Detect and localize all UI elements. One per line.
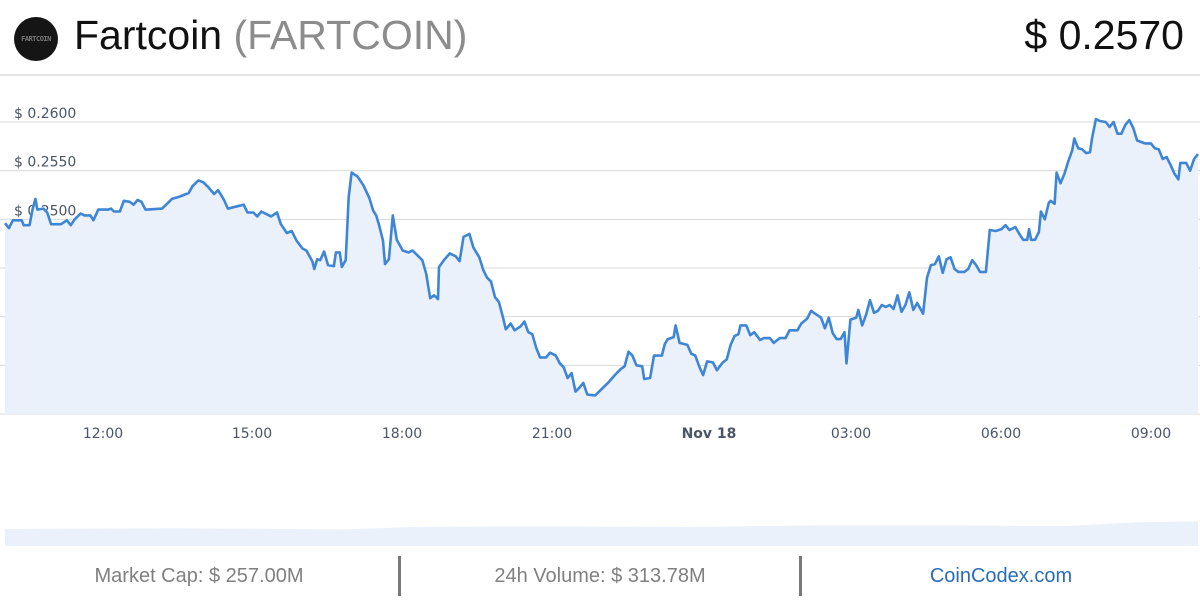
x-tick-label: 15:00 (232, 426, 272, 442)
coin-symbol: (FARTCOIN) (233, 12, 468, 58)
coin-name: Fartcoin (74, 12, 223, 58)
market-cap: Market Cap: $ 257.00M (94, 564, 304, 587)
price-line (3, 117, 1200, 397)
header: FARTCOIN Fartcoin (FARTCOIN) $ 0.2570 (0, 0, 1200, 76)
volume-24h: 24h Volume: $ 313.78M (494, 564, 706, 587)
chart-canvas[interactable]: $ 0.2600$ 0.2550$ 0.2500$ 0.2450$ 0.2400… (0, 76, 1200, 547)
current-price: $ 0.2570 (1024, 12, 1184, 58)
price-chart[interactable]: $ 0.2600$ 0.2550$ 0.2500$ 0.2450$ 0.2400… (0, 76, 1200, 547)
x-axis-labels: 12:00 15:00 18:00 21:00 Nov 18 03:00 06:00 09:0… (83, 426, 1171, 442)
logo-text: FARTCOIN (21, 35, 51, 43)
x-tick-label: 21:00 (532, 426, 572, 442)
footer-divider (799, 556, 802, 596)
volume-navigator-area[interactable] (5, 521, 1198, 547)
x-tick-label: 12:00 (83, 426, 123, 442)
x-tick-label: 18:00 (382, 426, 422, 442)
y-tick-label: $ 0.2600 (14, 106, 76, 122)
coincodex-link[interactable]: CoinCodex.com (929, 564, 1073, 587)
fartcoin-logo-icon: FARTCOIN (14, 17, 58, 61)
price-area-fill (5, 119, 1198, 414)
x-tick-label: Nov 18 (682, 426, 737, 442)
x-tick-label: 03:00 (831, 426, 871, 442)
footer-stats: Market Cap: $ 257.00M 24h Volume: $ 313.… (0, 552, 1200, 600)
x-tick-label: 06:00 (981, 426, 1021, 442)
coin-title: Fartcoin (FARTCOIN) (74, 12, 467, 59)
x-tick-label: 09:00 (1131, 426, 1171, 442)
y-tick-label: $ 0.2550 (14, 155, 76, 171)
footer-divider (398, 556, 401, 596)
